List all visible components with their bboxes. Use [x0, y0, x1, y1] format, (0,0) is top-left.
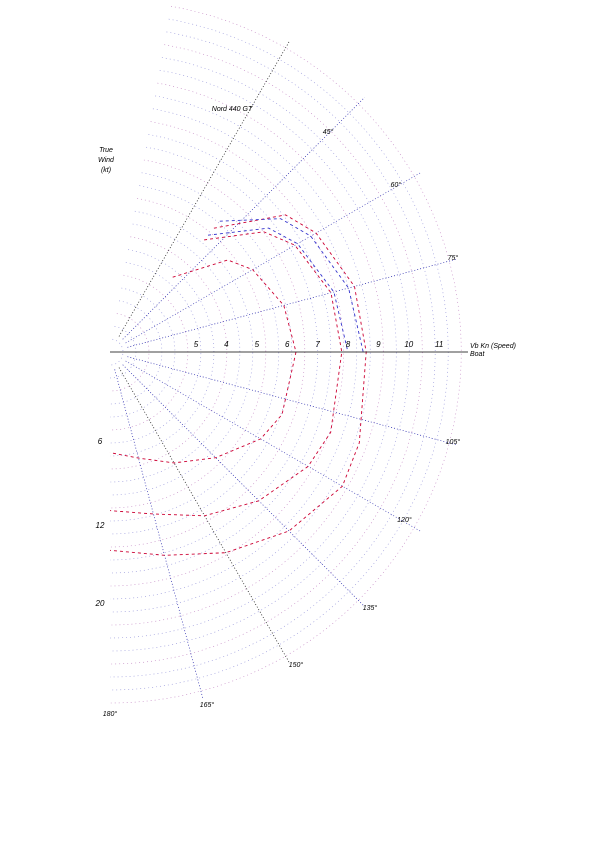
grid-ring — [109, 210, 254, 496]
grid-ring — [109, 262, 202, 444]
angle-label: 135° — [363, 604, 378, 612]
grid-ring — [109, 134, 332, 574]
legend-line: True — [99, 147, 113, 154]
speed-tick-label: 10 — [404, 340, 413, 349]
wind-speed-label: 20 — [95, 599, 105, 608]
grid-ring — [109, 18, 449, 691]
speed-tick-label: 7 — [315, 340, 320, 349]
angle-spoke — [125, 360, 422, 533]
grid-ring — [109, 338, 124, 366]
grid-ring — [109, 287, 176, 418]
speed-tick-label: 4 — [224, 340, 229, 349]
speed-tick-labels: 5 4 5 6 7 8 9 10 11 — [194, 340, 444, 349]
polar-series-line — [109, 259, 297, 464]
grid-ring — [109, 146, 318, 561]
grid-ring — [109, 108, 357, 600]
angle-label: 60° — [391, 181, 402, 189]
speed-tick-label: 5 — [194, 340, 199, 349]
x-axis-label-line: Boat — [470, 351, 485, 358]
angle-labels: 45° 60° 75° 105° 120° 135° 150° 165° 180° — [103, 128, 461, 718]
angle-label: 45° — [323, 128, 334, 136]
grid-ring — [109, 185, 280, 522]
angle-label: 165° — [200, 701, 215, 709]
angle-spoke — [122, 364, 365, 607]
angle-spoke — [127, 258, 458, 348]
polar-series-line — [109, 214, 367, 556]
angle-spokes — [114, 40, 458, 700]
angle-label: 120° — [397, 516, 412, 524]
grid-ring — [109, 44, 423, 665]
grid-ring — [109, 82, 384, 626]
speed-tick-label: 8 — [346, 340, 351, 349]
speed-tick-label: 11 — [435, 340, 443, 349]
wind-speed-label: 12 — [96, 521, 105, 530]
chart-title: Nord 440 GT — [212, 106, 253, 113]
polar-series-line — [109, 231, 343, 517]
legend-line: (kt) — [101, 167, 111, 174]
grid-ring — [109, 172, 293, 535]
grid-ring — [109, 57, 410, 652]
wind-speed-labels: 6 12 20 — [95, 437, 105, 608]
grid-ring — [109, 159, 306, 548]
angle-label: 180° — [103, 710, 118, 718]
angle-spoke — [122, 97, 365, 340]
speed-tick-label: 5 — [255, 340, 260, 349]
grid-ring — [109, 198, 267, 509]
grid-rings — [109, 6, 462, 704]
angle-spoke — [125, 171, 422, 344]
angle-label: 75° — [448, 254, 459, 262]
angle-spoke — [118, 40, 291, 337]
x-axis-label-line: Vb Kn (Speed) — [470, 343, 516, 350]
grid-ring — [109, 236, 228, 470]
x-axis-label: Vb Kn (Speed)Boat — [470, 343, 516, 358]
polar-series — [109, 214, 367, 556]
speed-tick-label: 6 — [285, 340, 290, 349]
grid-ring — [109, 70, 397, 639]
speed-tick-label: 9 — [376, 340, 381, 349]
grid-ring — [109, 274, 189, 431]
grid-ring — [109, 249, 215, 457]
grid-ring — [109, 6, 462, 704]
angle-spoke — [114, 369, 204, 700]
legend-line: Wind — [98, 157, 115, 164]
true-wind-legend: True Wind (kt) — [98, 147, 115, 174]
angle-label: 105° — [446, 438, 461, 446]
grid-ring — [109, 223, 241, 483]
grid-ring — [109, 300, 163, 405]
angle-label: 150° — [289, 661, 304, 669]
grid-ring — [109, 31, 436, 678]
polar-series-line — [219, 218, 364, 353]
angle-spoke — [127, 356, 458, 446]
polar-series-line — [207, 227, 349, 353]
wind-speed-label: 6 — [98, 437, 103, 446]
